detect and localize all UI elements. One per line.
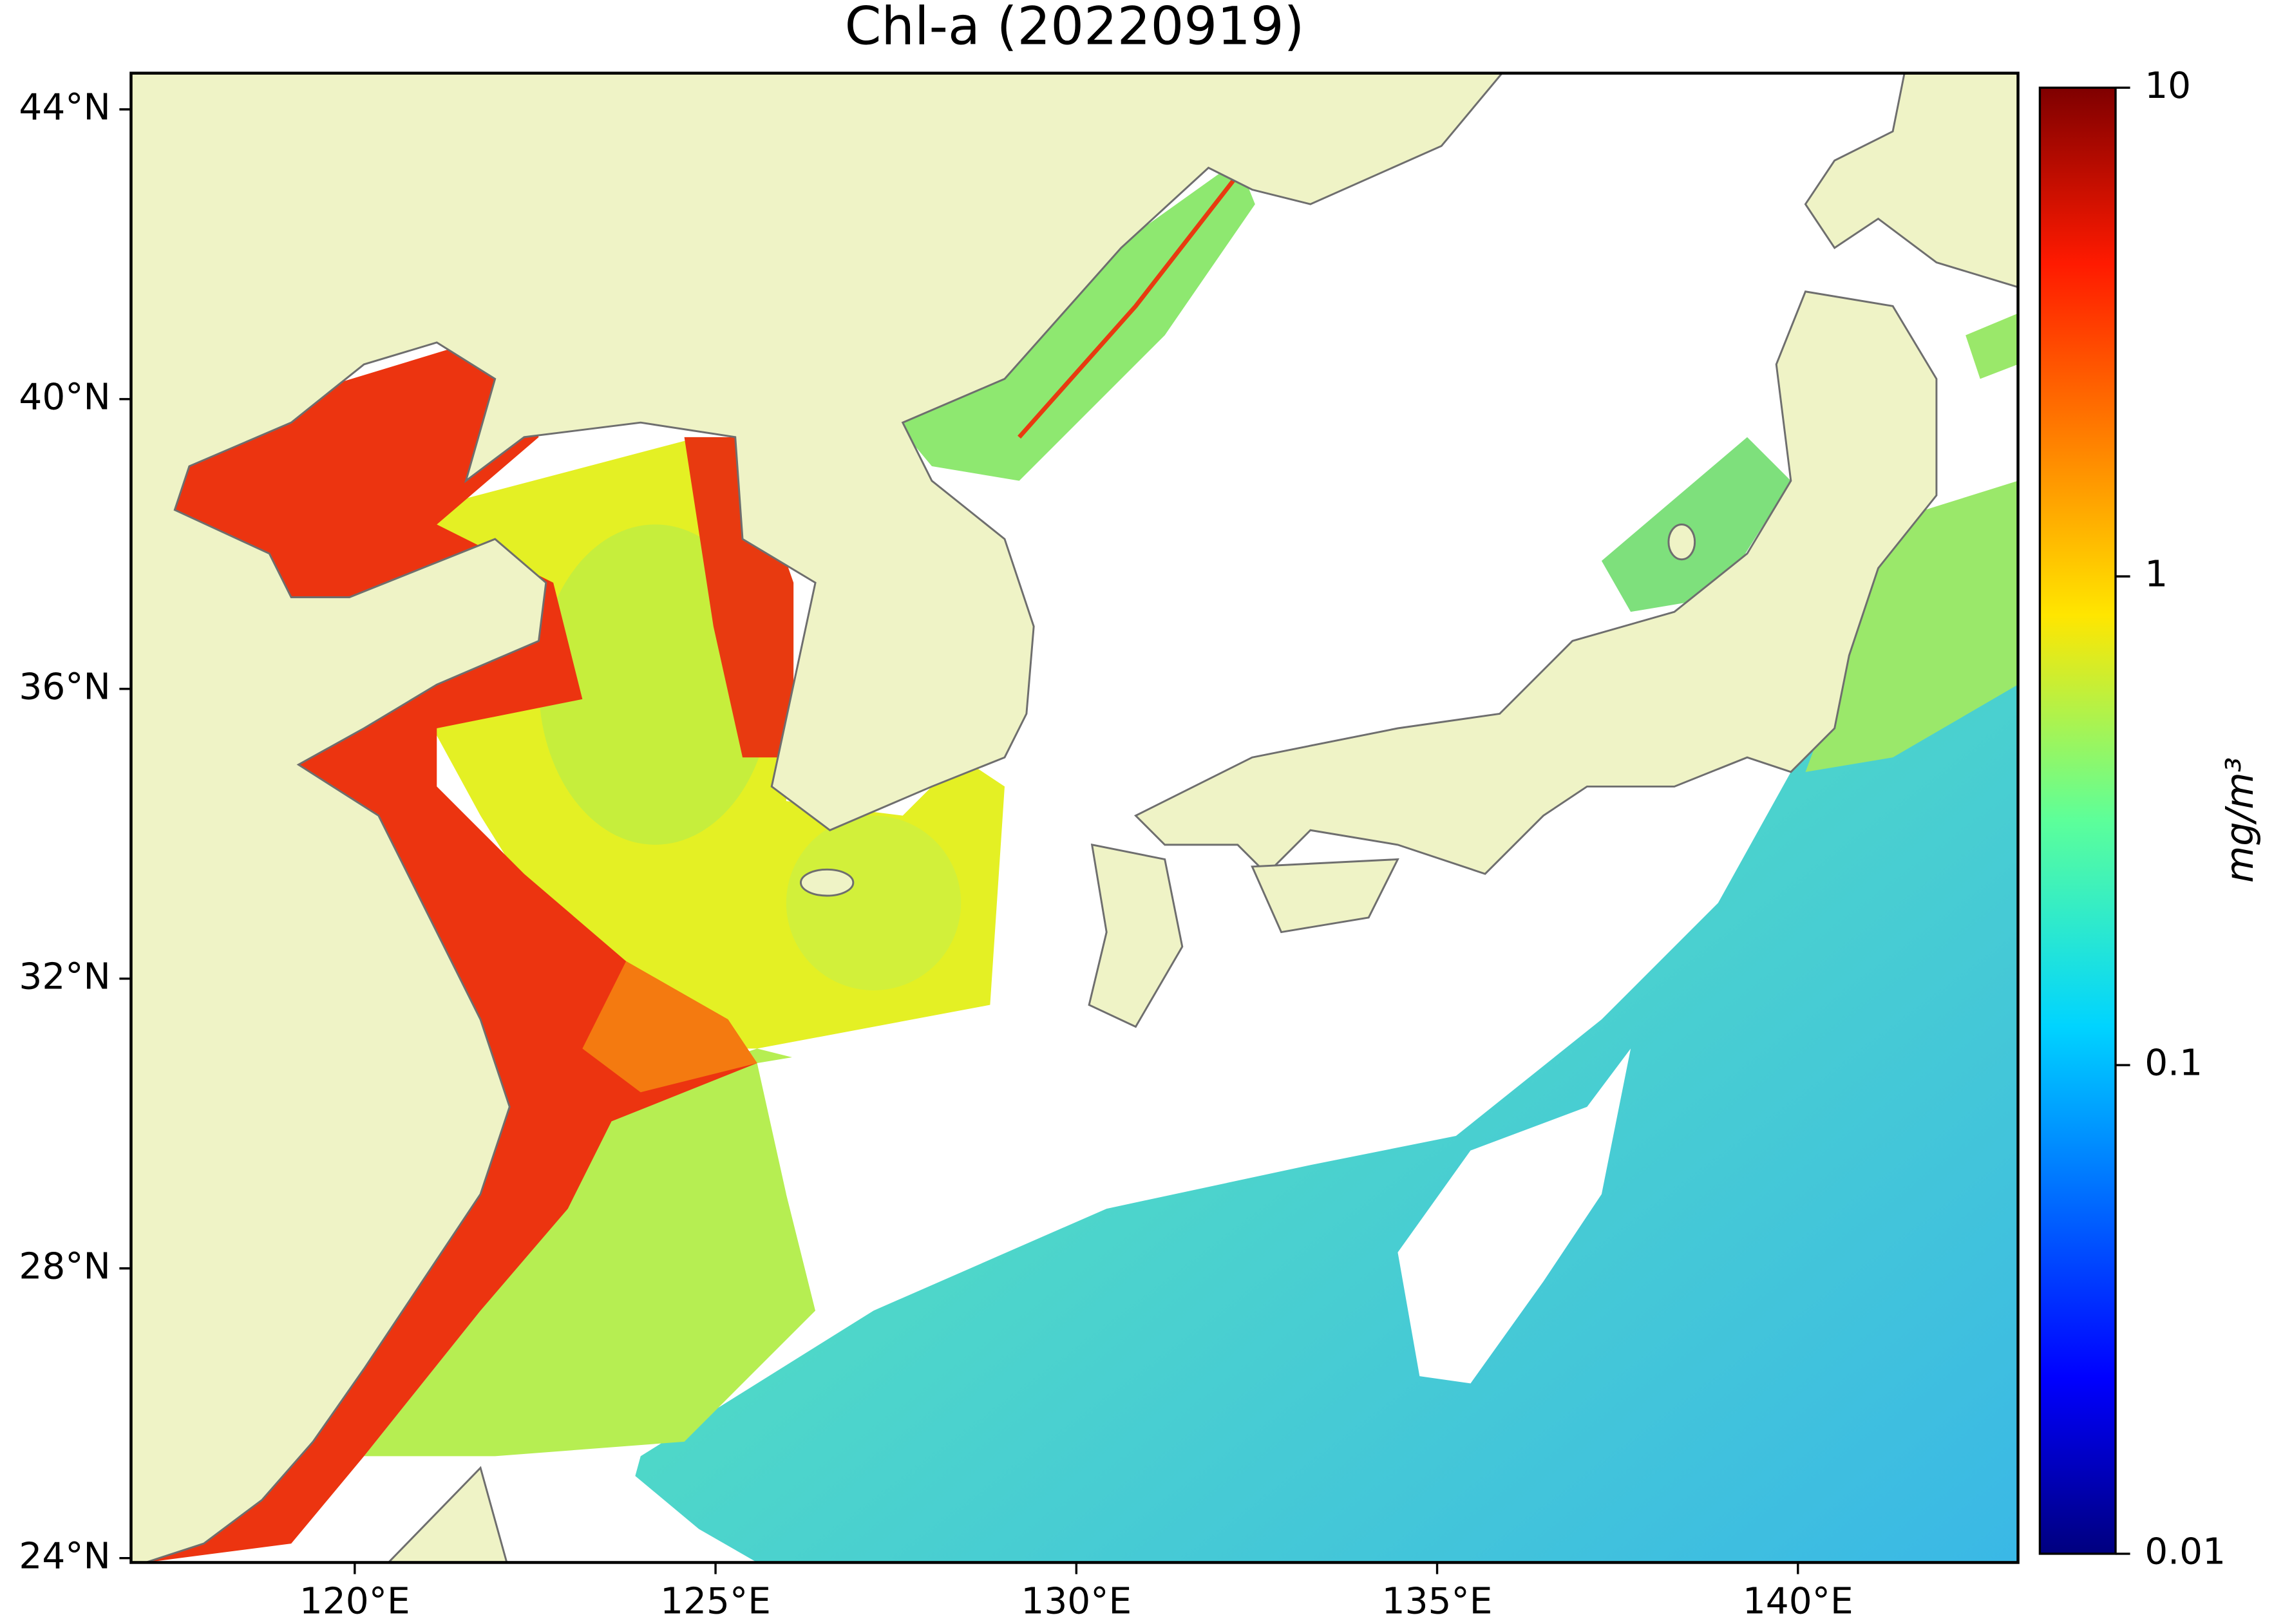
x-tick-label: 135°E [1382,1580,1493,1622]
y-tick-label: 36°N [19,666,110,708]
sado [1667,524,1696,561]
colorbar-tick-label: 0.1 [2145,1043,2202,1084]
russia-coast-chl [1018,173,1240,439]
colorbar-tick-label: 0.01 [2145,1531,2226,1573]
coastal-chl [582,961,757,1093]
x-tick-label: 140°E [1743,1580,1853,1622]
ecs-chl [364,1048,816,1457]
cloud-gap [757,1019,1165,1311]
kyushu [1088,844,1184,1028]
y-tick-label: 24°N [19,1535,110,1577]
russia-coast-chl [895,160,1255,481]
shikoku [1251,858,1399,934]
taiwan [387,1466,508,1563]
honshu [1133,290,1938,876]
colorbar-tick-label: 1 [2145,554,2168,596]
map-area [131,73,2018,1563]
y-tick-label: 32°N [19,956,110,997]
x-tick-label: 130°E [1021,1580,1132,1622]
japan-east-chl [1805,480,2018,772]
x-tick-label: 125°E [660,1580,771,1622]
japan-sea-chl [1601,437,1791,612]
mainland [131,73,1504,1563]
colorbar-label: mg/m³ [2217,757,2262,883]
y-tick-label: 28°N [19,1245,110,1287]
pacific-chl [611,509,2018,1563]
colorbar-tick-label: 10 [2145,65,2191,107]
y-tick-label: 44°N [19,86,110,128]
japan-east-chl [1966,313,2018,379]
x-tick-label: 120°E [299,1580,410,1622]
cloud-gap [1397,1048,1631,1384]
colorbar [2038,86,2117,1555]
yellow-sea-chl [786,815,962,990]
map-frame [129,71,2020,1564]
hokkaido [1804,73,2018,288]
y-tick-label: 40°N [19,376,110,418]
map-title: Chl-a (20220919) [845,0,1305,57]
jeju [799,868,855,897]
